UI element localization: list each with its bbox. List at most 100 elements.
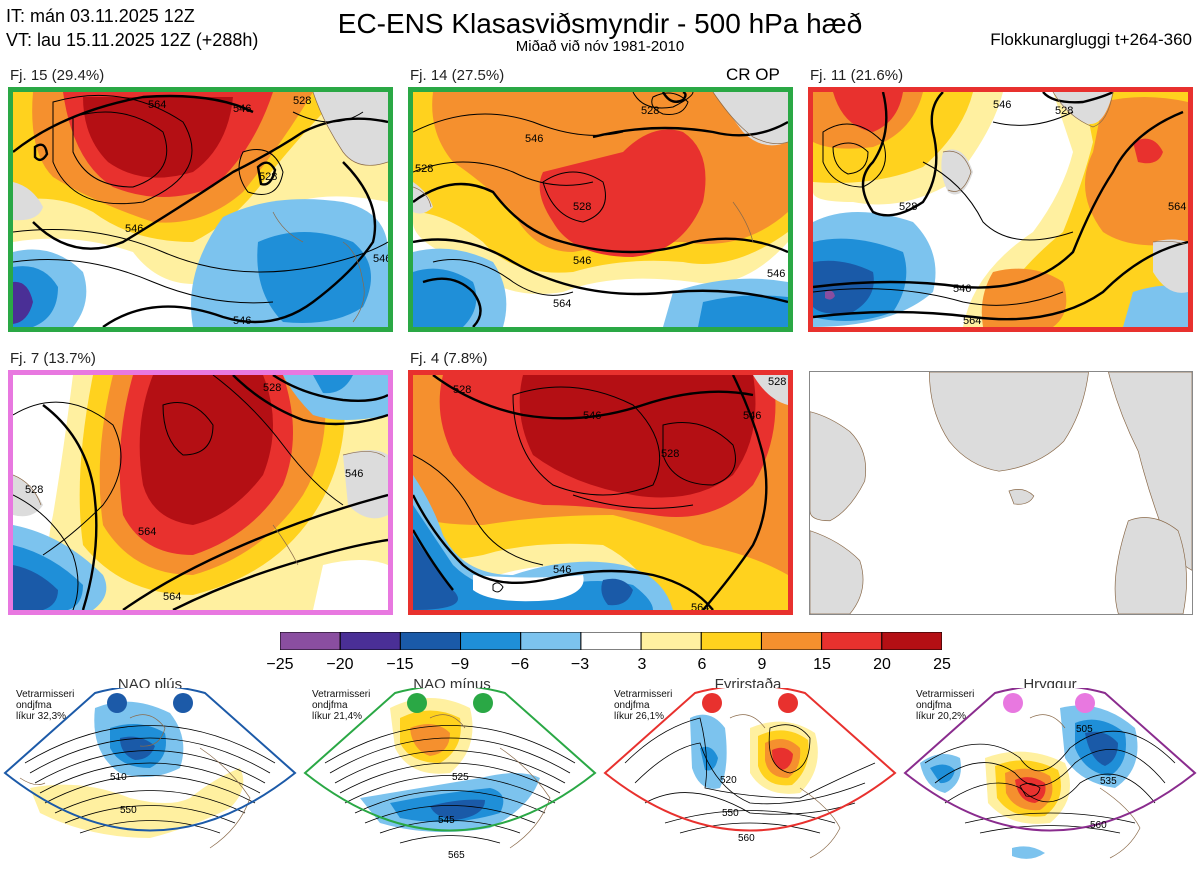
panel-3-label: Fj. 11 (21.6%) [810,67,904,84]
panel-4-contour-label: 528 [25,484,43,496]
panel-1-contour-label: 546 [125,223,143,235]
colorbar-tick: 6 [697,656,707,673]
colorbar-tick: −3 [570,656,590,673]
colorbar-tick: 3 [637,656,647,673]
cluster-map-2: 546 528 528 546 564 546 528 [408,87,793,332]
regime-2-contour-label: 525 [452,772,469,783]
regime-4-contour-label: 505 [1076,724,1093,735]
colorbar-tick: −9 [450,656,470,673]
panel-1-contour-label: 528 [259,171,277,183]
regime-3-marker [778,693,798,713]
regime-4-note: Vetrarmisseri ondjfma líkur 20,2% [916,689,975,722]
colorbar-swatch [580,632,642,650]
regime-2-marker [407,693,427,713]
panel-2-contour-label: 528 [641,105,659,117]
regime-1-contour-label: 550 [120,805,137,816]
panel-2-contour-label: 546 [573,255,591,267]
panel-2-contour-label: 546 [767,268,785,280]
panel-4-contour-label: 564 [163,591,181,603]
panel-2-contour-label: 564 [553,298,571,310]
colorbar-swatch [760,632,823,650]
panel-3-contour-label: 564 [963,315,981,327]
panel-5-contour-label: 546 [743,410,761,422]
colorbar-swatch [339,632,401,650]
panel-1-contour-label: 546 [233,315,251,327]
colorbar-swatch [399,632,462,650]
panel-4-contour-label: 528 [263,382,281,394]
regime-4-contour-label: 560 [1090,820,1107,831]
panel-1-contour-label: 546 [373,253,388,265]
cluster-map-1: 564 546 528 546 546 546 528 [8,87,393,332]
regime-3-map: 520 550 560 [600,684,900,871]
regime-4-map: 505 535 560 [900,684,1200,871]
regime-3-contour-label: 550 [722,808,739,819]
panel-4-contour-label: 546 [345,468,363,480]
colorbar [280,632,942,650]
regime-2-contour-label: 545 [438,815,455,826]
cluster-map-5: 528 546 528 546 564 528 546 [408,370,793,615]
regime-2-marker [473,693,493,713]
panel-5-label: Fj. 4 (7.8%) [410,350,488,367]
cluster-map-4: 528 546 528 564 564 [8,370,393,615]
page-subtitle: Miðað við nóv 1981-2010 [515,38,685,55]
regime-2-contour-label: 565 [448,850,465,861]
panel-5-contour-label: 528 [453,384,471,396]
panel-1-label: Fj. 15 (29.4%) [10,67,105,84]
panel-2-contour-label: 546 [525,133,543,145]
page-title: EC-ENS Klasasviðsmyndir - 500 hPa hæð [337,8,863,39]
colorbar-swatch [821,632,883,650]
classification-window: Flokkunargluggi t+264-360 [990,30,1192,49]
regime-1-marker [173,693,193,713]
panel-4-contour-label: 564 [138,526,156,538]
colorbar-tick: −15 [386,656,414,673]
panel-3-contour-label: 546 [953,283,971,295]
panel-3-contour-label: 528 [899,201,917,213]
colorbar-tick: 15 [813,656,831,673]
panel-3-contour-label: 564 [1168,201,1186,213]
panel-4-label: Fj. 7 (13.7%) [10,350,96,367]
colorbar-swatch [280,632,341,650]
colorbar-swatch [460,632,522,650]
colorbar-swatch [640,632,702,650]
issue-time: IT: mán 03.11.2025 12Z [6,6,195,26]
panel-2-contour-label: 528 [415,163,433,175]
reference-basemap [809,371,1193,615]
panel-1-contour-label: 546 [233,103,251,115]
panel-5-contour-label: 528 [661,448,679,460]
regime-3-contour-label: 520 [720,775,737,786]
cr-op-badge: CR OP [726,65,780,84]
colorbar-tick: −6 [510,656,530,673]
panel-3-contour-label: 528 [1055,105,1073,117]
panel-5-contour-label: 546 [553,564,571,576]
regime-1-contour-label: 510 [110,772,127,783]
colorbar-tick: −25 [266,656,294,673]
colorbar-swatch [881,632,942,650]
panel-5-contour-label: 564 [691,602,709,610]
colorbar-tick: −20 [326,656,354,673]
regime-3-contour-label: 560 [738,833,755,844]
regime-1-map: 510 550 [0,684,300,871]
regime-3-marker [702,693,722,713]
colorbar-swatch [700,632,762,650]
colorbar-tick: 20 [873,656,891,673]
regime-4-marker [1003,693,1023,713]
valid-time: VT: lau 15.11.2025 12Z (+288h) [6,30,259,50]
regime-4-contour-label: 535 [1100,776,1117,787]
panel-2-contour-label: 528 [573,201,591,213]
regime-4-marker [1075,693,1095,713]
regime-1-note: Vetrarmisseri ondjfma líkur 32,3% [16,689,75,722]
panel-3-contour-label: 546 [993,99,1011,111]
colorbar-tick: 25 [933,656,951,673]
regime-2-map: 525 545 565 [300,684,600,871]
panel-1-contour-label: 528 [293,95,311,107]
panel-2-label: Fj. 14 (27.5%) [410,67,505,84]
regime-1-marker [107,693,127,713]
panel-1-contour-label: 564 [148,99,166,111]
colorbar-swatch [520,632,582,650]
panel-5-contour-label: 528 [768,376,786,388]
panel-5-contour-label: 546 [583,410,601,422]
colorbar-tick: 9 [757,656,767,673]
regime-3-note: Vetrarmisseri ondjfma líkur 26,1% [614,689,673,722]
cluster-map-3: 528 546 528 546 564 564 [808,87,1193,332]
regime-2-note: Vetrarmisseri ondjfma líkur 21,4% [312,689,371,722]
